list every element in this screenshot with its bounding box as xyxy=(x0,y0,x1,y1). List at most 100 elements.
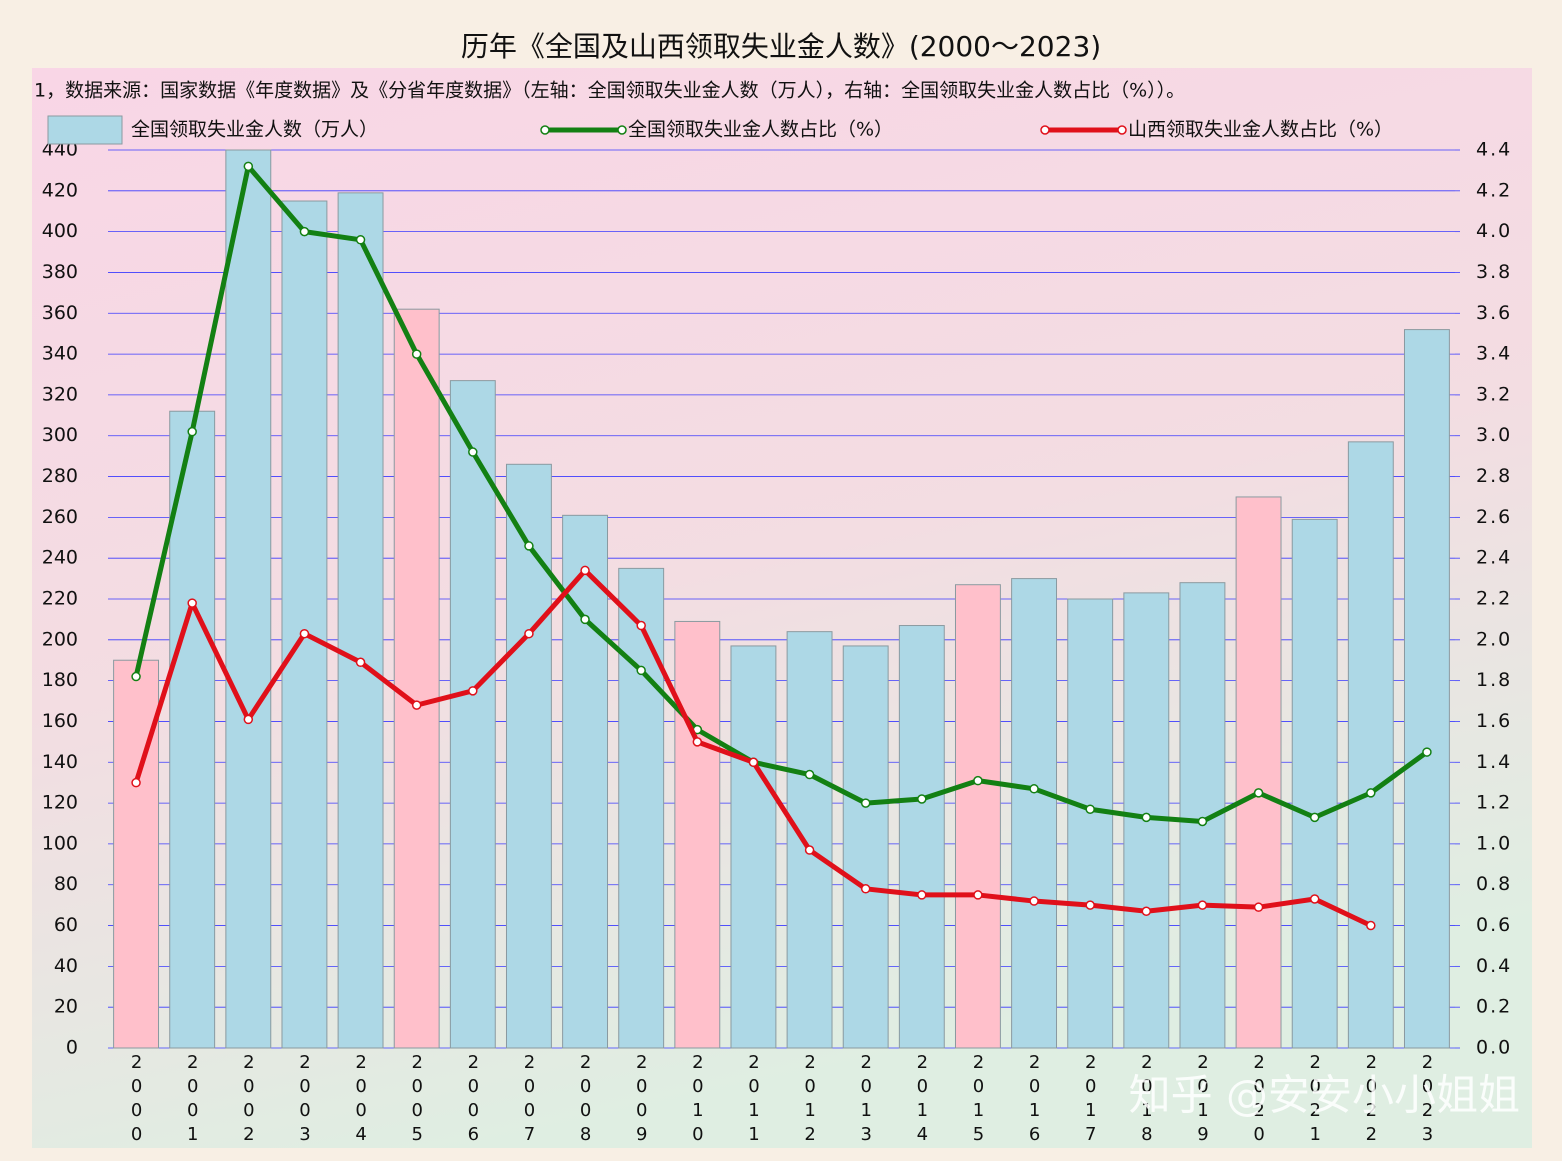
point xyxy=(131,777,141,788)
point xyxy=(355,235,366,245)
point xyxy=(580,614,590,625)
x-tick-label: 2002 xyxy=(238,1052,259,1148)
point xyxy=(804,769,815,780)
x-tick-label: 2003 xyxy=(294,1052,315,1148)
point xyxy=(187,598,197,608)
x-tick-label: 2001 xyxy=(182,1052,203,1148)
point xyxy=(1141,906,1152,917)
y-tick-label: 340 xyxy=(42,343,78,365)
bar xyxy=(1347,441,1394,1049)
point xyxy=(1309,894,1320,904)
point xyxy=(131,671,141,682)
y2-tick-label: 2.4 xyxy=(1476,547,1512,569)
y-tick-label: 240 xyxy=(42,547,78,569)
y2-tick-label: 4.4 xyxy=(1476,139,1512,161)
bar xyxy=(1291,518,1338,1049)
y-tick-label: 300 xyxy=(42,424,78,446)
bar xyxy=(1235,496,1282,1049)
x-tick-label: 2015 xyxy=(968,1052,989,1148)
point xyxy=(1366,788,1376,798)
line xyxy=(133,163,1429,824)
y2-tick-label: 3.2 xyxy=(1476,383,1512,405)
bar xyxy=(898,625,945,1049)
y-tick-label: 60 xyxy=(54,914,78,936)
y2-tick-label: 0.6 xyxy=(1476,914,1512,936)
x-tick-label: 2010 xyxy=(687,1052,708,1148)
point xyxy=(1309,812,1320,823)
y2-tick-label: 4.2 xyxy=(1476,179,1512,201)
x-tick-label: 2008 xyxy=(575,1052,596,1148)
legend-marker xyxy=(617,125,627,135)
point xyxy=(468,447,478,457)
point xyxy=(355,657,366,668)
point xyxy=(524,628,534,639)
y2-tick-label: 1.4 xyxy=(1476,751,1512,773)
y2-tick-label: 3.8 xyxy=(1476,261,1512,283)
point xyxy=(860,798,871,808)
point xyxy=(917,794,927,804)
y2-tick-label: 2.8 xyxy=(1476,465,1512,487)
y-tick-label: 260 xyxy=(42,506,78,528)
x-tick-label: 2009 xyxy=(631,1052,652,1148)
y-tick-label: 80 xyxy=(54,873,78,895)
y2-tick-label: 4.0 xyxy=(1476,220,1512,242)
point xyxy=(524,541,534,551)
x-tick-label: 2020 xyxy=(1249,1052,1270,1148)
bar xyxy=(674,620,721,1049)
x-tick-label: 2023 xyxy=(1417,1052,1438,1148)
bar xyxy=(1403,329,1450,1049)
x-tick-label: 2006 xyxy=(463,1052,484,1148)
y-tick-label: 400 xyxy=(42,220,78,242)
x-tick-label: 2022 xyxy=(1361,1052,1382,1148)
bar xyxy=(225,149,272,1049)
point xyxy=(1085,804,1095,814)
legend-marker xyxy=(1040,125,1050,135)
point xyxy=(973,890,983,900)
legend-label: 全国领取失业金人数占比（%） xyxy=(628,119,893,141)
y2-tick-label: 0.0 xyxy=(1476,1037,1512,1059)
x-tick-label: 2011 xyxy=(743,1052,764,1148)
point xyxy=(1029,784,1039,794)
point xyxy=(299,226,310,237)
bar xyxy=(449,380,496,1049)
point xyxy=(1029,896,1039,906)
watermark: 知乎 @安安小小姐姐 xyxy=(1129,1071,1520,1120)
y2-tick-label: 1.6 xyxy=(1476,710,1512,732)
y-tick-label: 320 xyxy=(42,383,78,405)
legend-marker xyxy=(540,125,550,135)
bar xyxy=(954,584,1001,1049)
bar xyxy=(730,645,777,1049)
point xyxy=(692,737,703,747)
bar xyxy=(393,308,440,1049)
point xyxy=(973,775,983,786)
x-tick-label: 2019 xyxy=(1192,1052,1213,1148)
y2-tick-label: 0.8 xyxy=(1476,873,1512,895)
y2-tick-label: 0.2 xyxy=(1476,996,1512,1018)
y2-tick-label: 3.6 xyxy=(1476,302,1512,324)
y2-tick-label: 2.2 xyxy=(1476,588,1512,610)
legend-swatch xyxy=(47,115,123,145)
point xyxy=(1366,920,1376,931)
y-tick-label: 360 xyxy=(42,302,78,324)
y-tick-label: 180 xyxy=(42,669,78,691)
point xyxy=(748,757,759,768)
point xyxy=(636,620,646,631)
y2-tick-label: 0.4 xyxy=(1476,955,1512,977)
bar xyxy=(618,567,665,1049)
x-tick-label: 2012 xyxy=(800,1052,821,1148)
y2-tick-label: 2.0 xyxy=(1476,628,1512,650)
point xyxy=(1197,816,1208,827)
y2-tick-label: 3.0 xyxy=(1476,424,1512,446)
y-tick-label: 0 xyxy=(66,1037,78,1059)
bar xyxy=(786,631,833,1049)
bar xyxy=(1067,598,1114,1049)
x-tick-label: 2017 xyxy=(1080,1052,1101,1148)
y2-tick-label: 1.0 xyxy=(1476,832,1512,854)
point xyxy=(1253,902,1264,912)
point xyxy=(243,161,254,172)
y2-tick-label: 3.4 xyxy=(1476,343,1512,365)
point xyxy=(468,686,478,696)
legend-label: 山西领取失业金人数占比（%） xyxy=(1128,119,1393,141)
x-tick-label: 2000 xyxy=(126,1052,147,1148)
